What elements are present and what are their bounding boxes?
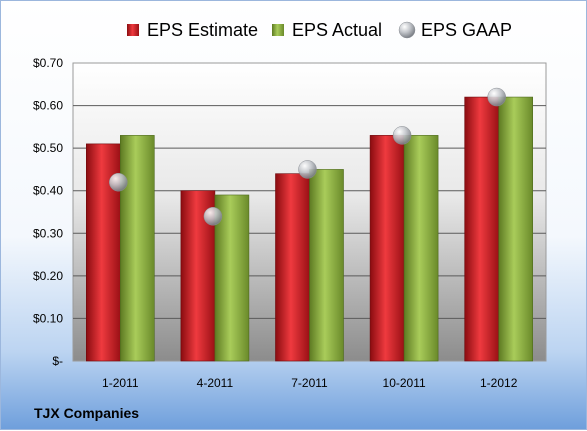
- legend-swatch-eps-estimate: [127, 24, 139, 36]
- y-tick-label: $0.30: [33, 226, 63, 240]
- marker-eps-gaap: [392, 126, 412, 145]
- bar-eps-actual: [120, 135, 155, 362]
- marker-eps-gaap: [298, 160, 317, 179]
- x-tick-label: 1-2011: [102, 376, 139, 390]
- y-tick-label: $-: [52, 354, 63, 368]
- bar-eps-actual: [214, 194, 250, 362]
- y-tick-label: $0.60: [33, 99, 63, 113]
- legend-swatch-eps-actual: [272, 24, 284, 36]
- y-tick-label: $0.10: [33, 311, 63, 325]
- y-tick-label: $0.70: [33, 56, 63, 70]
- x-tick-label: 4-2011: [197, 376, 234, 390]
- bar-eps-estimate: [275, 173, 310, 362]
- marker-eps-gaap: [109, 172, 128, 192]
- bar-eps-actual: [403, 135, 439, 362]
- legend-label: EPS Estimate: [147, 20, 258, 40]
- y-tick-label: $0.50: [33, 141, 63, 155]
- x-tick-label: 10-2011: [383, 376, 426, 390]
- x-tick-label: 7-2011: [291, 376, 328, 390]
- company-label: TJX Companies: [34, 405, 139, 421]
- bar-eps-estimate: [464, 96, 500, 362]
- marker-eps-gaap: [487, 87, 506, 107]
- gaap-markers: [109, 87, 506, 226]
- y-axis: $- $0.10 $0.20 $0.30 $0.40 $0.50 $0.60 $0.70: [33, 56, 63, 368]
- legend-label: EPS Actual: [292, 20, 382, 40]
- y-tick-label: $0.20: [33, 269, 63, 283]
- bar-eps-actual: [309, 169, 344, 362]
- marker-eps-gaap: [203, 207, 223, 226]
- legend: EPS Estimate EPS Actual EPS GAAP: [127, 20, 512, 40]
- legend-label: EPS GAAP: [421, 20, 512, 40]
- y-tick-label: $0.40: [33, 184, 63, 198]
- x-tick-label: 1-2012: [480, 376, 518, 390]
- bar-eps-estimate: [369, 135, 405, 362]
- legend-marker-eps-gaap: [398, 21, 416, 39]
- x-axis: 1-2011 4-2011 7-2011 10-2011 1-2012: [102, 376, 518, 390]
- bar-eps-actual: [498, 96, 534, 362]
